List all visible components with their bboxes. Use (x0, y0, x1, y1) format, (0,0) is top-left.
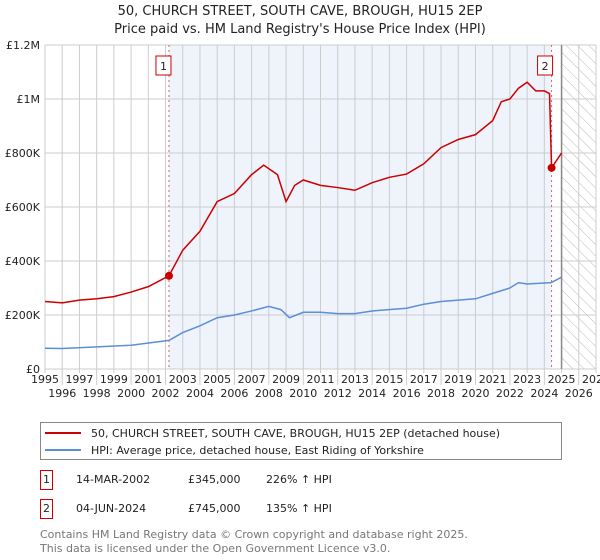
sale-row: 1 14-MAR-2002 £345,000 226% ↑ HPI (40, 470, 440, 492)
x-tick-label: 1999 (100, 373, 128, 386)
x-tick-label: 2005 (203, 373, 231, 386)
x-tick-label: 2007 (238, 373, 266, 386)
y-tick-label: £600K (5, 201, 41, 214)
y-tick-label: £0 (26, 363, 40, 376)
sale-hpi: 135% ↑ HPI (266, 502, 332, 515)
x-tick-label: 2017 (410, 373, 438, 386)
price-paid-line (44, 81, 563, 304)
x-tick-label: 2019 (444, 373, 472, 386)
legend-label: 50, CHURCH STREET, SOUTH CAVE, BROUGH, H… (91, 426, 501, 440)
sale-date: 04-JUN-2024 (76, 502, 147, 515)
x-tick-label: 2014 (358, 387, 386, 400)
chart-subtitle: Price paid vs. HM Land Registry's House … (114, 22, 486, 37)
x-tick-label: 2015 (375, 373, 403, 386)
legend-label: HPI: Average price, detached house, East… (91, 443, 424, 457)
x-tick-label: 2003 (169, 373, 197, 386)
x-tick-label: 2011 (307, 373, 335, 386)
hpi-line (44, 276, 562, 350)
x-tick-label: 2027 (582, 373, 600, 386)
x-tick-label: 2023 (513, 373, 541, 386)
sale-point (164, 271, 173, 280)
y-tick-label: £400K (5, 255, 41, 268)
footer-line: This data is licensed under the Open Gov… (40, 542, 391, 555)
sale-label-box (537, 55, 554, 76)
x-tick-label: 2020 (461, 387, 489, 400)
chart-title: 50, CHURCH STREET, SOUTH CAVE, BROUGH, H… (117, 4, 483, 19)
x-tick-label: 2018 (427, 387, 455, 400)
x-tick-label: 2022 (496, 387, 524, 400)
sale-badge: 1 (40, 470, 53, 490)
x-tick-label: 2008 (255, 387, 283, 400)
x-tick-label: 1996 (48, 387, 76, 400)
x-tick-label: 2001 (134, 373, 162, 386)
y-tick-label: £1.2M (6, 39, 40, 52)
x-tick-label: 2013 (341, 373, 369, 386)
footer-line: Contains HM Land Registry data © Crown c… (40, 528, 468, 541)
x-tick-label: 2021 (479, 373, 507, 386)
sale-label: 1 (160, 60, 167, 73)
x-tick-label: 2024 (530, 387, 558, 400)
x-tick-label: 2002 (152, 387, 180, 400)
x-tick-label: 2000 (117, 387, 145, 400)
sale-price: £745,000 (188, 502, 241, 515)
sale-label: 2 (542, 60, 549, 73)
x-tick-label: 2009 (272, 373, 300, 386)
footer: Contains HM Land Registry data © Crown c… (40, 528, 468, 556)
sale-price: £345,000 (188, 473, 241, 486)
x-tick-label: 1998 (83, 387, 111, 400)
sale-point (547, 163, 556, 172)
sale-badge: 2 (40, 499, 53, 519)
y-tick-label: £800K (5, 147, 41, 160)
x-tick-label: 2012 (324, 387, 352, 400)
x-tick-label: 2004 (186, 387, 214, 400)
x-tick-label: 1995 (31, 373, 59, 386)
price-chart: 1995199619971998199920002001200220032004… (5, 39, 600, 400)
legend-item-hpi: HPI: Average price, detached house, East… (45, 442, 424, 458)
x-tick-label: 2006 (220, 387, 248, 400)
x-tick-label: 2025 (548, 373, 576, 386)
x-tick-label: 2010 (289, 387, 317, 400)
legend-item-property: 50, CHURCH STREET, SOUTH CAVE, BROUGH, H… (45, 425, 500, 441)
x-tick-label: 2026 (565, 387, 593, 400)
sale-date: 14-MAR-2002 (76, 473, 151, 486)
x-tick-label: 1997 (65, 373, 93, 386)
sale-row: 2 04-JUN-2024 £745,000 135% ↑ HPI (40, 499, 440, 521)
legend: 50, CHURCH STREET, SOUTH CAVE, BROUGH, H… (40, 422, 562, 460)
y-tick-label: £200K (5, 309, 41, 322)
y-tick-label: £1M (17, 93, 41, 106)
sale-hpi: 226% ↑ HPI (266, 473, 332, 486)
x-tick-label: 2016 (393, 387, 421, 400)
sale-label-box (155, 55, 172, 76)
